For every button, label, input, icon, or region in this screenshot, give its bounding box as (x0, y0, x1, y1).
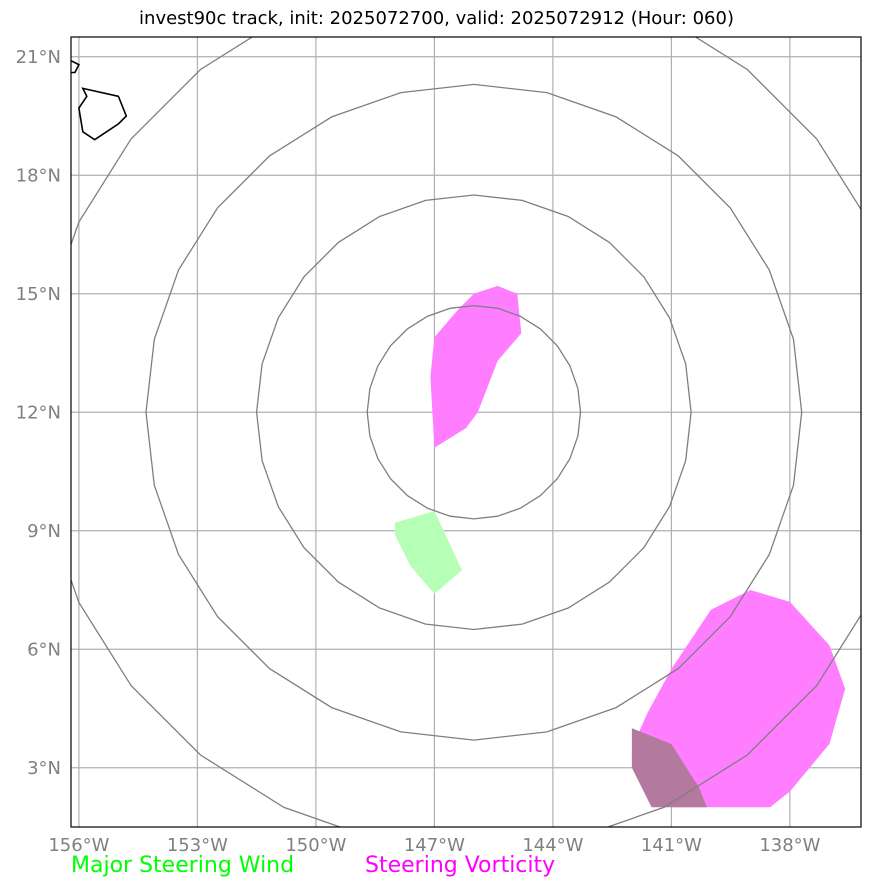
distance-ring-2 (255, 194, 692, 631)
map-title: invest90c track, init: 2025072700, valid… (139, 8, 734, 29)
steering-vorticity-area (631, 590, 846, 808)
coastline (71, 59, 128, 141)
lat-tick-label: 9°N (27, 521, 61, 542)
lon-tick-label: 153°W (167, 835, 228, 856)
overlap-area (631, 728, 707, 808)
lon-tick-label: 141°W (641, 835, 702, 856)
lon-tick-label: 138°W (759, 835, 820, 856)
lat-tick-label: 12°N (16, 402, 61, 423)
lon-tick-label: 147°W (404, 835, 465, 856)
legend-steering-vorticity: Steering Vorticity (365, 853, 556, 878)
lon-tick-label: 156°W (48, 835, 109, 856)
lat-tick-label: 15°N (16, 284, 61, 305)
lat-tick-label: 6°N (27, 639, 61, 660)
lat-tick-label: 3°N (27, 758, 61, 779)
steering-wind-area (394, 511, 462, 594)
lat-tick-label: 21°N (16, 47, 61, 68)
lon-tick-label: 144°W (522, 835, 583, 856)
island-coastline (78, 87, 128, 141)
island-coastline-edge (71, 59, 80, 74)
distance-rings (71, 37, 861, 827)
distance-ring-4 (71, 37, 861, 827)
lon-tick-label: 150°W (285, 835, 346, 856)
steering-vorticity-area (430, 285, 522, 448)
distance-ring-3 (145, 83, 803, 741)
lat-tick-label: 18°N (16, 165, 61, 186)
legend-steering-wind: Major Steering Wind (71, 853, 295, 878)
steering-areas (394, 285, 846, 808)
distance-ring-1 (366, 304, 582, 520)
map-frame (70, 36, 862, 828)
axis-ticks: 156°W 153°W 150°W 147°W 144°W 141°W 138°W 3°N 6°… (16, 47, 821, 856)
